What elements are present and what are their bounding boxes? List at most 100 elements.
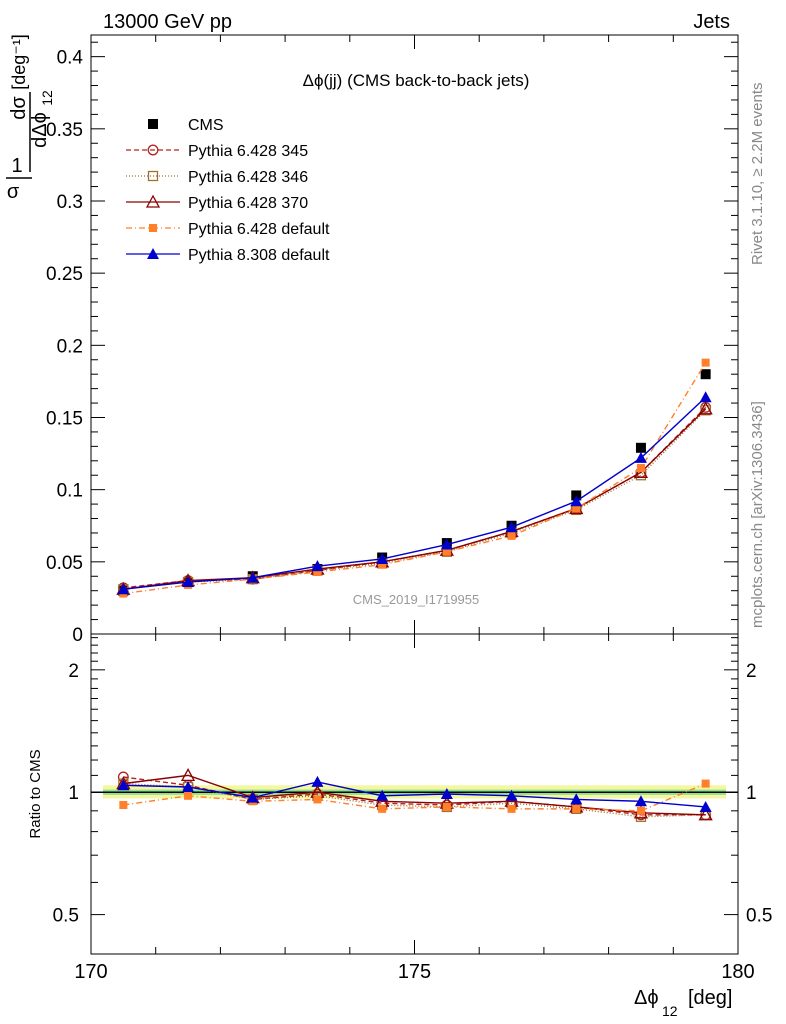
- legend-entry-pythia-6-428-346: Pythia 6.428 346: [126, 169, 308, 186]
- data-point: [698, 401, 713, 415]
- y-tick-label: 0.35: [46, 120, 83, 141]
- legend-marker: [147, 170, 159, 182]
- legend-entry-pythia-6-428-default: Pythia 6.428 default: [126, 221, 330, 238]
- x-label-subscript: 12: [662, 1003, 678, 1019]
- x-tick-label: 180: [721, 961, 754, 983]
- data-point: [701, 358, 710, 367]
- rivet-version-label: Rivet 3.1.10, ≥ 2.2M events: [749, 83, 766, 266]
- y-tick-label: 0.15: [46, 408, 83, 429]
- ratio-panel: 0.5 0.5 1 12 2 170 175 180 Ratio to CMS Δϕ 12 …: [27, 35, 772, 1019]
- legend: CMS Pythia 6.428 345 Pythia 6.428 346 Pythi…: [126, 117, 330, 264]
- y-label-unit: [deg⁻¹]: [9, 34, 29, 90]
- series-pythia-6-428-370: [116, 401, 713, 595]
- y-label-frac-den: σ: [7, 181, 20, 203]
- y-label-dsigma: dσ: [8, 96, 30, 120]
- ratio-point: [117, 779, 130, 791]
- ratio-series-pythia-8-308-default: [117, 775, 712, 812]
- y-tick-label: 0.1: [57, 481, 83, 502]
- legend-marker: [149, 224, 157, 232]
- ratio-point: [184, 791, 193, 800]
- y-tick-label: 0: [72, 625, 83, 646]
- ratio-point: [698, 807, 713, 821]
- ratio-point: [182, 780, 195, 792]
- legend-label: Pythia 6.428 370: [188, 195, 308, 212]
- data-point: [313, 567, 322, 576]
- ratio-tick-label-right: 1: [746, 783, 757, 804]
- data-point: [117, 583, 130, 595]
- ratio-tick-label: 0.5: [53, 906, 79, 927]
- legend-entry-cms: CMS: [148, 117, 224, 134]
- data-point: [442, 547, 451, 556]
- y-tick-label: 0.2: [57, 336, 83, 357]
- ratio-point: [701, 779, 710, 788]
- ratio-point: [119, 801, 128, 810]
- legend-entry-pythia-6-428-345: Pythia 6.428 345: [126, 143, 308, 160]
- data-point: [440, 538, 453, 550]
- ratio-point: [507, 804, 516, 813]
- data-point: [699, 391, 712, 403]
- legend-entry-pythia-6-428-370: Pythia 6.428 370: [126, 194, 308, 212]
- mcplots-reference-label: mcplots.cern.ch [arXiv:1306.3436]: [749, 401, 766, 628]
- ratio-point: [376, 789, 389, 801]
- data-point: [378, 560, 387, 569]
- data-point: [700, 369, 711, 380]
- y-tick-label: 0.25: [46, 264, 83, 285]
- header-right: Jets: [693, 11, 730, 33]
- data-point: [635, 442, 646, 453]
- legend-marker: [148, 119, 158, 129]
- legend-label: Pythia 6.428 346: [188, 169, 308, 186]
- ratio-tick-label: 2: [68, 661, 79, 682]
- ratio-point: [636, 806, 645, 815]
- legend-label: Pythia 6.428 default: [188, 221, 330, 238]
- ratio-point: [442, 802, 451, 811]
- series-line: [123, 409, 707, 590]
- legend-label: Pythia 8.308 default: [188, 247, 330, 264]
- y-label-subscript: 12: [39, 90, 55, 106]
- data-point: [505, 521, 518, 533]
- ratio-point: [246, 791, 259, 803]
- series-pythia-6-428-346: [118, 405, 711, 595]
- ratio-point: [311, 775, 324, 787]
- ratio-line: [123, 782, 706, 812]
- x-label-unit: [deg]: [688, 987, 732, 1009]
- legend-marker: [145, 194, 161, 208]
- chart-title: Δϕ(jj) (CMS back-to-back jets): [303, 71, 530, 90]
- ratio-point: [634, 795, 647, 807]
- legend-label: Pythia 6.428 345: [188, 143, 308, 160]
- x-tick-label: 175: [398, 961, 431, 983]
- ratio-point: [378, 804, 387, 813]
- y-tick-label: 0.4: [57, 48, 84, 69]
- ratio-point: [572, 804, 581, 813]
- ratio-point: [699, 800, 712, 812]
- ratio-axis-label: Ratio to CMS: [27, 749, 44, 838]
- legend-entry-pythia-8-308-default: Pythia 8.308 default: [126, 247, 330, 264]
- x-axis-label: Δϕ 12 [deg]: [634, 987, 732, 1019]
- y-label-frac-num: 1: [11, 155, 22, 177]
- ratio-point: [180, 768, 196, 782]
- ratio-point: [505, 789, 518, 801]
- y-axis-label: 1 σ dσ dΔϕ 12 [deg⁻¹]: [6, 34, 55, 203]
- legend-marker: [147, 248, 159, 259]
- main-panel: Δϕ(jj) (CMS back-to-back jets) CMS_2019_…: [6, 34, 739, 646]
- data-point: [634, 451, 647, 463]
- ratio-point: [570, 793, 583, 805]
- watermark-label: CMS_2019_I1719955: [353, 592, 480, 607]
- x-tick-label: 170: [74, 961, 107, 983]
- y-label-ddphi: dΔϕ: [29, 112, 51, 148]
- data-point: [570, 495, 583, 507]
- data-point: [507, 531, 516, 540]
- series-pythia-6-428-default: [119, 358, 710, 598]
- data-point: [636, 464, 645, 473]
- series-line: [123, 362, 707, 595]
- ratio-tick-label: 1: [68, 783, 79, 804]
- data-point: [311, 560, 324, 572]
- data-point: [376, 552, 389, 564]
- series-line: [123, 408, 707, 590]
- ratio-series-pythia-6-428-default: [119, 779, 710, 815]
- data-point: [246, 571, 259, 583]
- ratio-tick-label-right: 0.5: [746, 906, 772, 927]
- y-tick-label: 0.05: [46, 553, 83, 574]
- data-point: [572, 504, 581, 513]
- legend-marker: [147, 144, 159, 156]
